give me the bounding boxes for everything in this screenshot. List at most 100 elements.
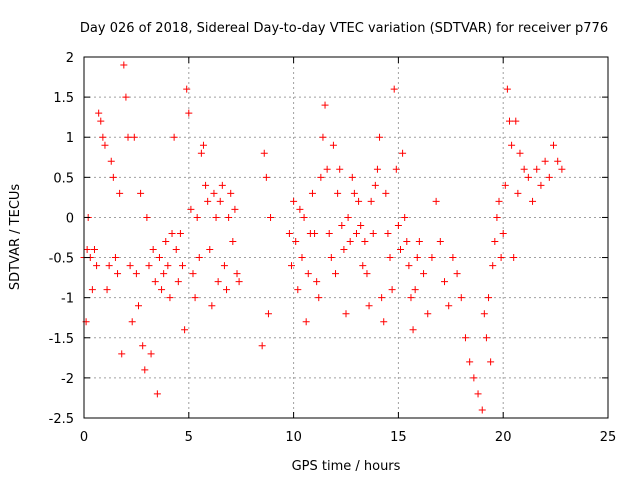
y-axis-label: SDTVAR / TECUs [8, 184, 23, 291]
data-point-marker [183, 85, 191, 93]
data-point-marker [558, 165, 566, 173]
data-point-marker [304, 270, 312, 278]
data-point-marker [189, 270, 197, 278]
data-point-marker [101, 141, 109, 149]
x-tick-label: 0 [80, 430, 88, 445]
data-point-marker [109, 173, 117, 181]
data-point-marker [392, 165, 400, 173]
data-point-marker [116, 189, 124, 197]
data-point-marker [327, 254, 335, 262]
data-point-marker [359, 262, 367, 270]
data-point-marker [141, 366, 149, 374]
data-point-marker [292, 238, 300, 246]
data-point-marker [363, 270, 371, 278]
data-point-marker [524, 173, 532, 181]
data-point-marker [396, 246, 404, 254]
data-point-marker [466, 358, 474, 366]
data-point-marker [206, 246, 214, 254]
data-point-marker [181, 326, 189, 334]
data-point-marker [233, 270, 241, 278]
data-point-marker [300, 213, 308, 221]
data-point-marker [199, 141, 207, 149]
y-tick-label: 1 [66, 131, 74, 146]
data-point-marker [132, 270, 140, 278]
data-point-marker [114, 270, 122, 278]
data-point-marker [193, 213, 201, 221]
data-point-marker [93, 262, 101, 270]
data-point-marker [227, 189, 235, 197]
data-point-marker [380, 318, 388, 326]
data-point-marker [348, 173, 356, 181]
data-point-marker [342, 310, 350, 318]
data-point-marker [407, 294, 415, 302]
data-point-marker [497, 254, 505, 262]
data-point-marker [218, 181, 226, 189]
data-point-marker [264, 310, 272, 318]
data-point-marker [168, 229, 176, 237]
data-point-marker [489, 262, 497, 270]
data-point-marker [424, 310, 432, 318]
data-point-marker [97, 117, 105, 125]
data-point-marker [317, 173, 325, 181]
data-point-marker [174, 278, 182, 286]
data-point-marker [170, 133, 178, 141]
data-point-marker [298, 254, 306, 262]
data-point-marker [487, 358, 495, 366]
data-point-marker [503, 85, 511, 93]
data-point-marker [470, 374, 478, 382]
data-point-marker [187, 205, 195, 213]
x-tick-label: 20 [495, 430, 512, 445]
data-point-marker [214, 278, 222, 286]
data-point-marker [445, 302, 453, 310]
data-point-marker [457, 294, 465, 302]
data-point-marker [145, 262, 153, 270]
data-point-marker [541, 157, 549, 165]
data-point-marker [371, 181, 379, 189]
data-point-marker [90, 246, 98, 254]
data-point-marker [223, 286, 231, 294]
data-point-marker [390, 85, 398, 93]
data-point-marker [485, 294, 493, 302]
data-point-marker [195, 254, 203, 262]
data-point-marker [409, 326, 417, 334]
data-point-marker [262, 173, 270, 181]
data-point-marker [361, 238, 369, 246]
data-point-marker [323, 165, 331, 173]
data-point-marker [355, 197, 363, 205]
data-point-marker [120, 61, 128, 69]
data-point-marker [346, 238, 354, 246]
data-point-marker [369, 229, 377, 237]
data-point-marker [216, 197, 224, 205]
data-point-marker [336, 165, 344, 173]
data-point-marker [162, 238, 170, 246]
y-tick-label: 1.5 [53, 91, 74, 106]
data-point-marker [288, 262, 296, 270]
data-point-marker [491, 238, 499, 246]
data-point-marker [373, 165, 381, 173]
data-point-marker [554, 157, 562, 165]
data-point-marker [378, 294, 386, 302]
data-point-marker [155, 254, 163, 262]
data-point-marker [83, 246, 91, 254]
data-point-marker [340, 246, 348, 254]
data-point-marker [533, 165, 541, 173]
data-point-marker [478, 406, 486, 414]
data-point-marker [137, 189, 145, 197]
data-point-marker [285, 229, 293, 237]
data-point-marker [514, 189, 522, 197]
data-point-marker [315, 294, 323, 302]
data-point-marker [185, 109, 193, 117]
data-point-marker [350, 189, 358, 197]
data-point-marker [428, 254, 436, 262]
x-tick-label: 10 [285, 430, 302, 445]
data-point-marker [158, 286, 166, 294]
data-point-marker [512, 117, 520, 125]
data-point-marker [329, 141, 337, 149]
data-point-marker [210, 189, 218, 197]
data-point-marker [191, 294, 199, 302]
data-point-marker [332, 270, 340, 278]
data-point-marker [545, 173, 553, 181]
data-point-marker [197, 149, 205, 157]
data-point-marker [235, 278, 243, 286]
